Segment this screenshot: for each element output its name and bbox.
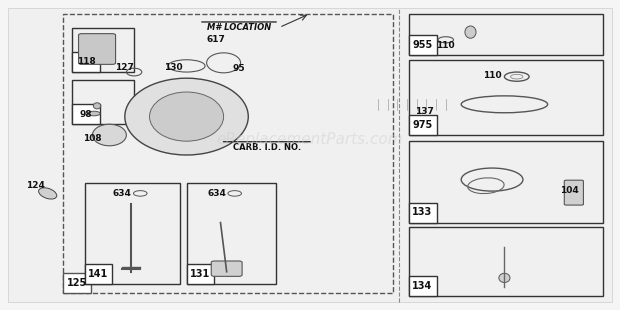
Text: 130: 130: [164, 63, 182, 72]
FancyBboxPatch shape: [73, 52, 100, 72]
FancyBboxPatch shape: [409, 203, 436, 223]
Ellipse shape: [149, 92, 224, 141]
Text: 127: 127: [115, 63, 135, 72]
Text: 110: 110: [483, 71, 502, 80]
Text: 110: 110: [436, 41, 455, 50]
Text: 975: 975: [412, 120, 433, 130]
Text: 634: 634: [208, 189, 227, 198]
Ellipse shape: [125, 78, 248, 155]
FancyBboxPatch shape: [211, 261, 242, 276]
Text: 95: 95: [232, 64, 246, 73]
Text: 124: 124: [26, 181, 45, 190]
Text: 133: 133: [412, 207, 433, 217]
FancyBboxPatch shape: [409, 276, 436, 296]
FancyBboxPatch shape: [85, 264, 112, 284]
FancyBboxPatch shape: [73, 104, 100, 124]
Ellipse shape: [465, 26, 476, 38]
Text: 98: 98: [79, 110, 92, 119]
Text: 617: 617: [206, 35, 226, 44]
Text: 137: 137: [415, 108, 433, 117]
Text: 118: 118: [77, 57, 95, 66]
FancyBboxPatch shape: [409, 35, 436, 55]
Text: M# LOCATION: M# LOCATION: [207, 23, 271, 32]
Text: 104: 104: [560, 186, 578, 195]
Text: 141: 141: [88, 269, 108, 279]
Text: 125: 125: [66, 278, 87, 288]
Text: 134: 134: [412, 281, 433, 291]
FancyBboxPatch shape: [79, 34, 115, 64]
Ellipse shape: [38, 188, 57, 199]
Ellipse shape: [499, 273, 510, 282]
Ellipse shape: [94, 103, 101, 109]
FancyBboxPatch shape: [7, 7, 613, 303]
FancyBboxPatch shape: [187, 264, 215, 284]
Text: 634: 634: [112, 189, 131, 198]
FancyBboxPatch shape: [63, 273, 91, 293]
Text: CARB. I.D. NO.: CARB. I.D. NO.: [232, 143, 301, 152]
Text: eReplacementParts.com: eReplacementParts.com: [216, 132, 404, 147]
Text: 108: 108: [84, 134, 102, 143]
Ellipse shape: [92, 124, 126, 146]
FancyBboxPatch shape: [564, 180, 583, 205]
Ellipse shape: [88, 111, 100, 116]
Text: 955: 955: [412, 40, 433, 50]
Text: 131: 131: [190, 269, 210, 279]
FancyBboxPatch shape: [409, 115, 436, 135]
